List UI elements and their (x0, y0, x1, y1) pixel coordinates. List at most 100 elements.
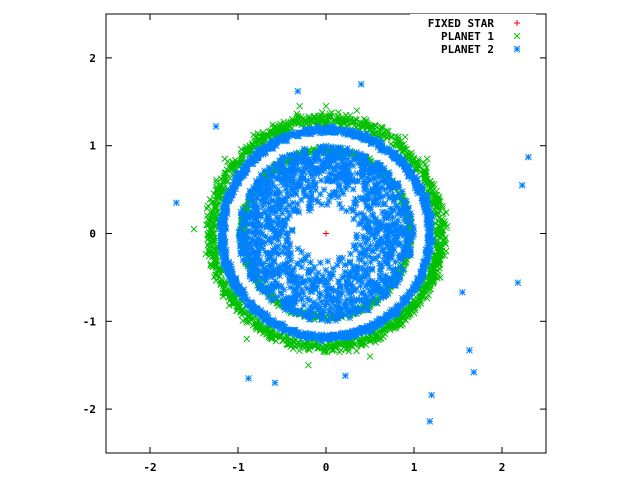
planet2-point (259, 288, 266, 295)
planet2-point (302, 148, 309, 156)
planet2-point (307, 188, 315, 195)
planet2-point (334, 170, 342, 178)
planet2-point (425, 241, 433, 249)
planet2-point (219, 214, 227, 222)
planet2-point (393, 308, 400, 316)
planet2-point (296, 307, 304, 315)
planet2-point (359, 232, 367, 240)
planet2-point (388, 180, 395, 188)
planet2-point (290, 170, 297, 178)
planet2-point (385, 243, 393, 250)
planet2-point (220, 237, 228, 245)
planet2-point (224, 196, 232, 204)
planet2-point (374, 138, 382, 146)
planet2-point (385, 264, 393, 272)
planet2-point (376, 173, 383, 181)
planet2-point (221, 250, 229, 258)
planet2-point (350, 215, 358, 223)
planet2-point (272, 294, 280, 301)
planet2-point (346, 258, 354, 265)
planet2-point (301, 254, 309, 261)
planet2-point (292, 160, 299, 168)
planet2-point (375, 318, 382, 325)
planet2-point (268, 221, 275, 229)
planet2-point (290, 273, 298, 281)
planet2-point (367, 205, 375, 213)
planet2-point (242, 168, 249, 176)
planet2-point (324, 258, 332, 265)
planet2-point (335, 258, 343, 265)
planet2-point (353, 155, 360, 162)
planet2-point (398, 155, 406, 163)
planet2-point (381, 281, 389, 289)
planet2-point (272, 166, 279, 173)
planet2-point (347, 160, 354, 167)
planet2-point (245, 375, 252, 382)
planet2-point (227, 190, 235, 198)
planet2-point (262, 267, 269, 275)
planet2-point (340, 170, 348, 178)
planet1-point (243, 335, 251, 343)
planet2-point (294, 179, 302, 187)
planet2-point (276, 205, 284, 213)
planet2-point (341, 304, 349, 312)
planet2-point (459, 288, 466, 296)
planet2-point (404, 204, 412, 212)
planet2-point (314, 165, 322, 173)
planet2-point (239, 205, 247, 213)
planet2-point (340, 154, 348, 162)
planet2-point (300, 301, 308, 309)
planet2-point (252, 305, 260, 313)
planet2-point (268, 251, 276, 259)
planet2-point (261, 275, 269, 282)
planet1-point (190, 225, 198, 233)
planet2-point (300, 188, 308, 196)
planet2-point (227, 273, 235, 281)
planet2-point (311, 181, 319, 188)
planet2-point (267, 184, 274, 192)
planet2-point (298, 130, 305, 138)
planet2-point (369, 211, 376, 219)
planet2-point (327, 127, 334, 135)
planet2-point (320, 149, 327, 156)
planet2-point (222, 205, 229, 213)
planet2-point (232, 185, 240, 193)
planet2-point (362, 326, 369, 334)
planet2-point (231, 173, 239, 181)
planet2-point (357, 194, 365, 201)
planet2-point (424, 251, 432, 259)
planet2-point (364, 168, 372, 176)
planet2-point (426, 228, 434, 236)
planet2-point (340, 126, 348, 134)
planet2-point (368, 266, 376, 274)
planet2-point (306, 286, 314, 294)
x-tick-label: 1 (411, 461, 418, 474)
planet2-point (307, 308, 315, 315)
planet2-point (269, 287, 277, 295)
planet2-point (289, 199, 297, 207)
planet2-point (365, 277, 373, 285)
planet2-point (391, 281, 399, 289)
planet2-point (385, 169, 393, 176)
planet2-point (412, 177, 420, 185)
planet2-point (266, 269, 274, 276)
legend-label: FIXED STAR (428, 17, 495, 30)
planet2-point (336, 144, 344, 152)
planet2-point (353, 234, 361, 242)
planet2-point (335, 332, 343, 340)
planet1-point (221, 155, 229, 163)
planet2-point (373, 245, 381, 253)
planet2-point (292, 190, 299, 198)
planet2-point (373, 180, 380, 188)
planet2-point (341, 165, 349, 172)
planet2-point (348, 330, 355, 337)
planet2-point (225, 267, 232, 275)
planet2-point (318, 315, 325, 323)
planet2-point (358, 273, 366, 280)
planet2-point (328, 193, 335, 201)
planet2-point (248, 258, 256, 266)
planet2-point (347, 268, 354, 276)
planet2-point (466, 346, 473, 354)
planet2-point (284, 234, 291, 241)
planet2-point (347, 250, 354, 258)
